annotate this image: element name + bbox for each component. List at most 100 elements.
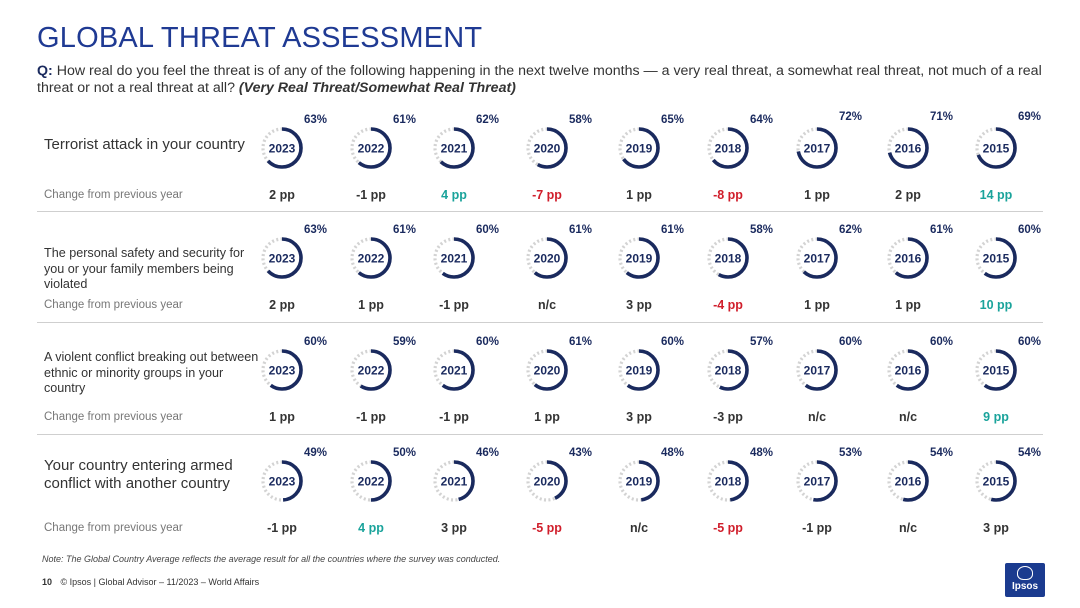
donut-arc [261, 460, 303, 502]
donut-chart: 2015 [975, 127, 1017, 169]
change-value: 14 pp [979, 188, 1013, 202]
change-value: 1 pp [804, 188, 830, 202]
year-label: 2020 [534, 475, 561, 489]
change-value: -1 pp [356, 188, 386, 202]
year-label: 2023 [269, 364, 296, 378]
donut-chart: 2018 [707, 460, 749, 502]
year-label: 2016 [895, 252, 922, 266]
donut-chart: 2021 [433, 127, 475, 169]
row-label: The personal safety and security for you… [44, 246, 245, 291]
year-cell: 60% 2017 n/c [772, 330, 862, 442]
percent-label: 46% [476, 447, 500, 459]
survey-question: Q: How real do you feel the threat is of… [37, 63, 1047, 97]
year-label: 2022 [358, 475, 385, 489]
percent-label: 61% [661, 224, 685, 236]
donut-arc [433, 460, 475, 502]
donut-chart: 2022 [350, 349, 392, 391]
change-value: n/c [537, 298, 557, 312]
change-value: -7 pp [532, 188, 562, 202]
percent-label: 57% [750, 336, 774, 348]
donut-chart: 2015 [975, 237, 1017, 279]
change-value: n/c [629, 521, 649, 535]
percent-label: 48% [661, 447, 685, 459]
percent-label: 53% [839, 447, 863, 459]
donut-arc [618, 460, 660, 502]
year-cell: 48% 2018 -5 pp [683, 441, 773, 553]
row-label: Terrorist attack in your country [44, 136, 245, 153]
year-cell: 53% 2017 -1 pp [772, 441, 862, 553]
year-label: 2021 [441, 142, 468, 156]
year-label: 2015 [983, 252, 1010, 266]
year-label: 2016 [895, 475, 922, 489]
percent-label: 60% [1018, 336, 1042, 348]
year-cell: 60% 2021 -1 pp [409, 218, 499, 330]
donut-arc [261, 237, 303, 279]
donut-arc [526, 237, 568, 279]
change-value: 2 pp [269, 188, 295, 202]
percent-label: 49% [304, 447, 328, 459]
year-cell: 60% 2015 10 pp [951, 218, 1041, 330]
donut-chart: 2022 [350, 460, 392, 502]
change-value: -1 pp [802, 521, 832, 535]
change-value: 4 pp [441, 188, 467, 202]
donut-chart: 2017 [796, 237, 838, 279]
change-value: 1 pp [358, 298, 384, 312]
year-label: 2019 [626, 142, 653, 156]
donut-arc [707, 460, 749, 502]
year-cell: 54% 2016 n/c [863, 441, 953, 553]
change-row-label: Change from previous year [44, 522, 183, 534]
logo-text: Ipsos [1011, 581, 1039, 592]
year-cell: 46% 2021 3 pp [409, 441, 499, 553]
change-value: 2 pp [269, 298, 295, 312]
donut-arc [975, 237, 1017, 279]
percent-label: 63% [304, 114, 328, 126]
row-label: A violent conflict breaking out between … [44, 350, 259, 395]
donut-arc [707, 237, 749, 279]
donut-chart: 2023 [261, 237, 303, 279]
percent-label: 59% [393, 336, 417, 348]
year-cell: 64% 2018 -8 pp [683, 108, 773, 220]
year-cell: 63% 2023 2 pp [237, 108, 327, 220]
year-label: 2022 [358, 364, 385, 378]
donut-arc [887, 127, 929, 169]
change-value: -1 pp [439, 298, 469, 312]
year-label: 2023 [269, 142, 296, 156]
year-label: 2021 [441, 364, 468, 378]
change-value: n/c [898, 521, 918, 535]
percent-label: 61% [393, 224, 417, 236]
donut-arc [433, 237, 475, 279]
row-label: Your country entering armed conflict wit… [44, 457, 233, 492]
donut-chart: 2019 [618, 460, 660, 502]
percent-label: 54% [1018, 447, 1042, 459]
donut-chart: 2018 [707, 127, 749, 169]
donut-arc [526, 349, 568, 391]
year-cell: 72% 2017 1 pp [772, 108, 862, 220]
donut-chart: 2023 [261, 127, 303, 169]
percent-label: 50% [393, 447, 417, 459]
percent-label: 64% [750, 114, 774, 126]
donut-arc [618, 349, 660, 391]
source-line: © Ipsos | Global Advisor – 11/2023 – Wor… [60, 577, 260, 587]
year-label: 2023 [269, 252, 296, 266]
year-cell: 60% 2016 n/c [863, 330, 953, 442]
donut-arc [796, 237, 838, 279]
change-value: -1 pp [439, 410, 469, 424]
year-label: 2019 [626, 364, 653, 378]
donut-arc [350, 127, 392, 169]
donut-chart: 2018 [707, 349, 749, 391]
donut-arc [887, 237, 929, 279]
percent-label: 43% [569, 447, 593, 459]
change-value: -5 pp [713, 521, 743, 535]
year-label: 2016 [895, 142, 922, 156]
change-value: n/c [898, 410, 918, 424]
year-label: 2021 [441, 252, 468, 266]
year-label: 2018 [715, 142, 742, 156]
threat-row: A violent conflict breaking out between … [0, 330, 1080, 442]
year-cell: 61% 2020 1 pp [502, 330, 592, 442]
year-label: 2015 [983, 475, 1010, 489]
year-label: 2015 [983, 364, 1010, 378]
donut-arc [618, 237, 660, 279]
year-label: 2021 [441, 475, 468, 489]
year-label: 2020 [534, 252, 561, 266]
change-value: -4 pp [713, 298, 743, 312]
